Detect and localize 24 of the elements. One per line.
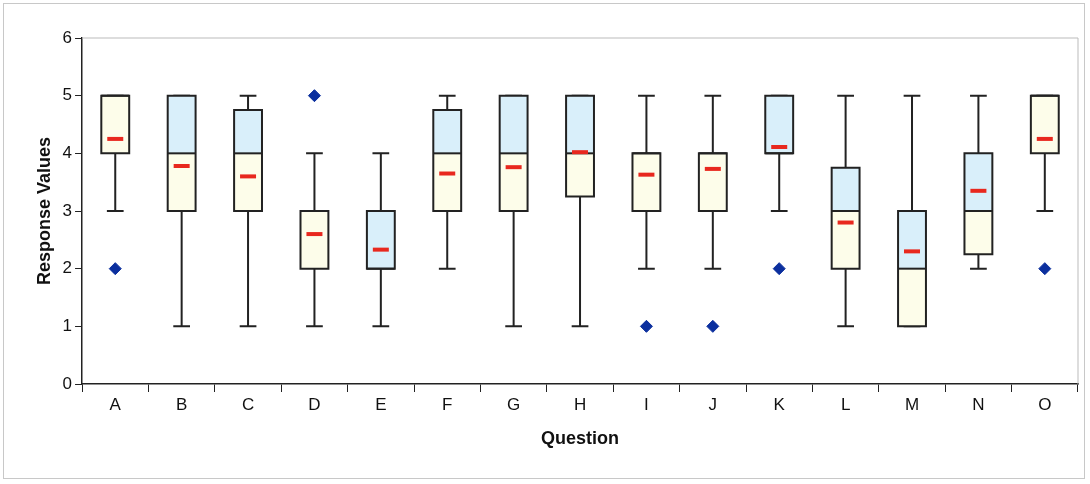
x-tick-label: F	[442, 394, 453, 414]
y-tick-label: 1	[62, 316, 73, 336]
x-tick-label: G	[507, 394, 521, 414]
x-tick-label: E	[375, 394, 387, 414]
y-tick-label: 4	[62, 143, 73, 163]
x-tick-label: K	[773, 394, 786, 414]
y-axis-title: Response Values	[33, 136, 54, 286]
y-tick-label: 0	[62, 373, 73, 393]
y-tick-label: 6	[62, 27, 73, 47]
x-tick-label: H	[573, 394, 587, 414]
y-tick-label: 2	[62, 258, 73, 278]
x-axis-title: Question	[541, 428, 620, 449]
x-tick-label: O	[1038, 394, 1052, 414]
y-tick-label: 3	[62, 200, 73, 220]
x-tick-label: M	[904, 394, 920, 414]
x-tick-label: C	[241, 394, 255, 414]
x-tick-label: L	[840, 394, 851, 414]
x-tick-label: I	[644, 394, 649, 414]
x-tick-label: N	[972, 394, 985, 414]
x-tick-label: J	[708, 394, 718, 414]
y-tick-label: 5	[62, 85, 73, 105]
x-tick-label: D	[308, 394, 321, 414]
x-tick-label: B	[175, 394, 188, 414]
x-tick-label: A	[109, 394, 122, 414]
